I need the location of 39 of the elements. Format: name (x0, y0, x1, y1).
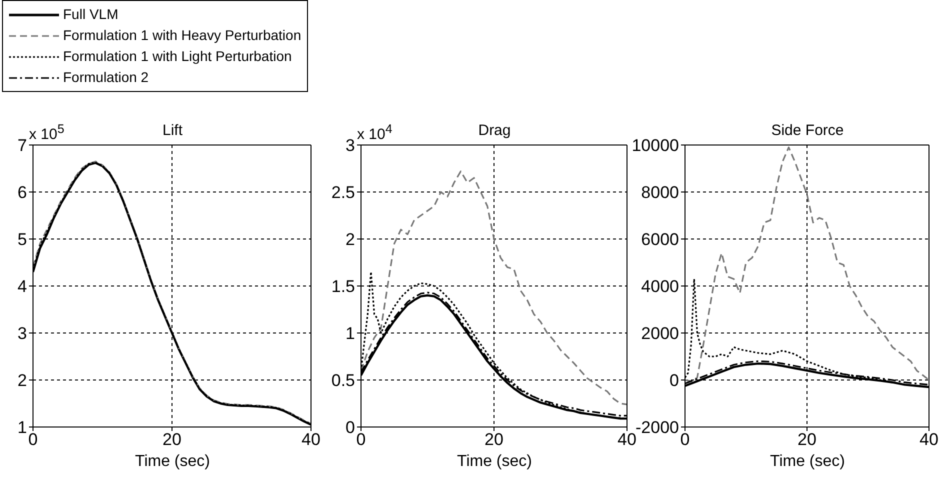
y-tick-label: -2000 (636, 418, 679, 438)
y-tick-label: 2 (346, 230, 355, 250)
x-tick-label: 20 (484, 430, 504, 450)
y-tick-label: 0.5 (331, 371, 355, 390)
y-tick-label: 4000 (641, 277, 679, 296)
y-tick-label: 1 (18, 418, 27, 438)
legend-label: Formulation 2 (63, 68, 149, 87)
x-tick-label: 40 (618, 430, 636, 450)
chart-title: Lift (162, 122, 182, 139)
y-tick-label: 0 (346, 418, 355, 438)
x-axis-title: Time (sec) (134, 453, 211, 471)
legend-label: Formulation 1 with Heavy Perturbation (63, 26, 302, 45)
chart-title: Side Force (770, 122, 845, 139)
y-tick-label: 1 (346, 324, 355, 344)
y-tick-label: 5 (18, 230, 27, 250)
y-tick-label: 2 (18, 371, 27, 390)
legend-label: Formulation 1 with Light Perturbation (63, 47, 292, 66)
x-tick-label: 40 (302, 430, 320, 450)
legend-label: Full VLM (63, 5, 118, 24)
y-tick-label: 7 (18, 136, 27, 156)
x-tick-label: 40 (920, 430, 938, 450)
y-tick-label: 3 (18, 324, 27, 344)
y-tick-label: 6 (18, 183, 27, 202)
y-tick-label: 8000 (641, 183, 679, 202)
y-tick-label: 3 (346, 136, 355, 156)
x-tick-label: 20 (798, 430, 816, 450)
y-tick-label: 2.5 (331, 183, 355, 202)
text: x 10$^{4}$ (357, 122, 392, 143)
y-tick-label: 10000 (632, 136, 679, 156)
y-tick-label: 0 (670, 371, 679, 390)
y-tick-label: 4 (18, 277, 27, 296)
y-tick-label: 2000 (641, 324, 679, 344)
y-tick-label: 1.5 (331, 277, 355, 296)
x-axis-title: Time (sec) (769, 453, 846, 471)
x-tick-label: 20 (162, 430, 182, 450)
x-axis-title: Time (sec) (456, 453, 533, 471)
chart-title: Drag (478, 122, 511, 139)
y-tick-label: 6000 (641, 230, 679, 250)
text: x 10$^{5}$ (29, 122, 64, 143)
